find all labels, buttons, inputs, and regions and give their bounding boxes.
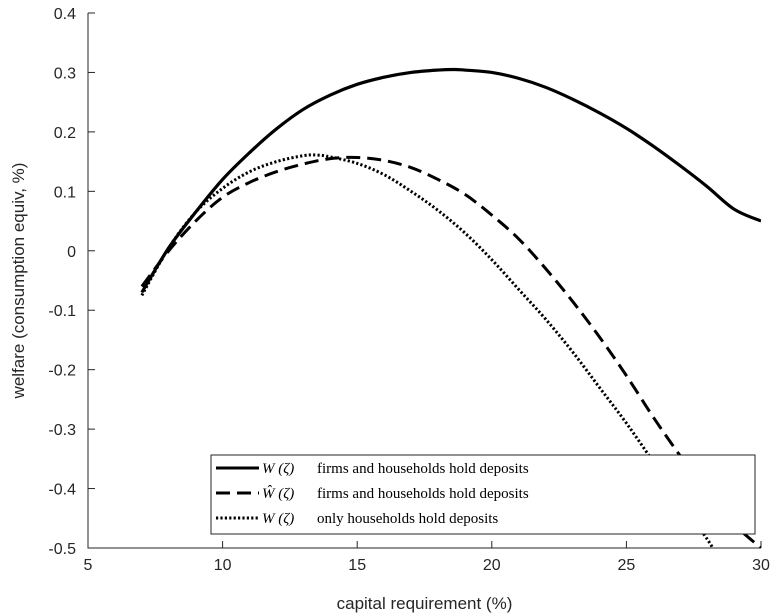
x-tick-label: 15 xyxy=(348,557,366,574)
y-axis-title: welfare (consumption equiv, %) xyxy=(9,163,28,400)
axes: 5 10 15 20 25 30 -0.5 -0.4 -0.3 -0.2 -0.1 0 0.1 0.2 0.… xyxy=(48,6,770,574)
x-tick-label: 10 xyxy=(214,557,232,574)
y-tick-label: 0.4 xyxy=(54,6,76,23)
legend-math-label: Ŵ (ζ) xyxy=(262,485,294,502)
legend-math-label: W (ζ) xyxy=(262,511,294,527)
series-layer xyxy=(140,67,761,548)
x-tick-label: 20 xyxy=(483,557,501,574)
legend-math-label: W (ζ) xyxy=(262,461,294,477)
y-tick-label: -0.1 xyxy=(48,303,76,320)
y-tick-label: 0.2 xyxy=(54,125,76,142)
legend-box xyxy=(210,454,756,535)
legend-label: firms and households hold deposits xyxy=(317,461,529,477)
y-tick-label: -0.2 xyxy=(48,363,76,380)
series-line-solid xyxy=(140,67,761,294)
series-line-dotted xyxy=(140,153,714,548)
x-tick-label: 30 xyxy=(752,557,770,574)
y-tick-label: 0.3 xyxy=(54,65,76,82)
y-tick-label: -0.3 xyxy=(48,422,76,439)
series-line-dashed xyxy=(140,155,761,548)
y-tick-label: 0 xyxy=(67,244,76,261)
x-axis-title: capital requirement (%) xyxy=(337,594,513,613)
y-tick-label: -0.5 xyxy=(48,541,76,558)
x-tick-label: 25 xyxy=(618,557,636,574)
y-tick-label: -0.4 xyxy=(48,482,76,499)
x-tick-label: 5 xyxy=(84,557,93,574)
y-tick-label: 0.1 xyxy=(54,184,76,201)
legend-label: only households hold deposits xyxy=(317,511,498,527)
legend: W (ζ) firms and households hold deposits Ŵ… xyxy=(210,454,756,535)
legend-label: firms and households hold deposits xyxy=(317,486,529,502)
